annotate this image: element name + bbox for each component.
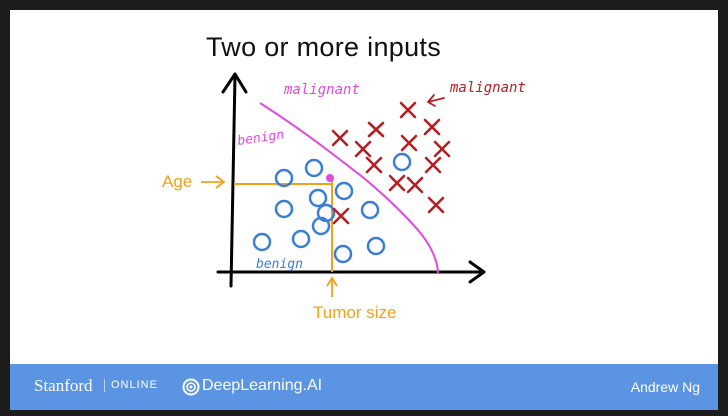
y-axis-arrowhead	[221, 72, 248, 94]
malignant-point	[423, 118, 441, 136]
malignant-point	[433, 140, 451, 158]
benign-point	[252, 232, 272, 252]
x-label-tumor-size: Tumor size	[313, 303, 396, 322]
benign-point	[360, 200, 380, 220]
malignant-point	[367, 121, 385, 138]
deeplearning-logo-text: DeepLearning.AI	[202, 377, 323, 394]
stanford-logo: Stanford	[34, 376, 93, 395]
malignant-point	[388, 174, 406, 192]
benign-point	[274, 168, 294, 188]
benign-point	[311, 216, 331, 236]
lecture-slide: Two or more inputs malignant benign mali…	[10, 10, 718, 410]
malignant-point	[365, 156, 383, 174]
malignant-point	[399, 101, 417, 119]
malignant-point	[332, 207, 350, 225]
y-axis	[229, 74, 237, 288]
boundary-label-malignant: malignant	[283, 82, 360, 98]
malignant-point	[331, 129, 349, 147]
malignant-point	[406, 176, 424, 194]
benign-point	[274, 199, 294, 219]
malignant-points	[331, 101, 451, 225]
malignant-point	[354, 140, 372, 158]
benign-point	[291, 229, 311, 249]
arrow-icon	[427, 94, 445, 107]
stanford-online-label: ONLINE	[104, 379, 158, 392]
legend-malignant: malignant	[449, 80, 526, 96]
course-footer: Stanford ONLINE DeepLearning.AI Andrew N…	[10, 364, 718, 410]
malignant-point	[424, 156, 442, 174]
classification-diagram: malignant benign malignant Age Tumor siz…	[162, 72, 526, 322]
benign-points	[252, 152, 412, 264]
benign-point	[308, 188, 328, 208]
malignant-point	[427, 196, 445, 214]
x-axis-arrowhead	[468, 260, 486, 284]
boundary-label-benign: benign	[236, 128, 285, 149]
label-benign: benign	[256, 257, 303, 272]
decision-boundary	[259, 102, 439, 275]
tumor-arrowhead	[326, 276, 338, 287]
benign-point	[304, 158, 324, 178]
benign-point	[392, 152, 412, 172]
instructor-name: Andrew Ng	[630, 379, 700, 395]
age-arrowhead	[215, 175, 226, 189]
benign-point	[333, 244, 353, 264]
malignant-point	[400, 134, 418, 152]
slide-title: Two or more inputs	[206, 32, 441, 62]
query-point	[326, 174, 334, 182]
benign-point	[366, 236, 386, 256]
deeplearning-logo-icon	[182, 378, 200, 396]
benign-point	[334, 181, 354, 201]
y-label-age: Age	[162, 172, 192, 191]
